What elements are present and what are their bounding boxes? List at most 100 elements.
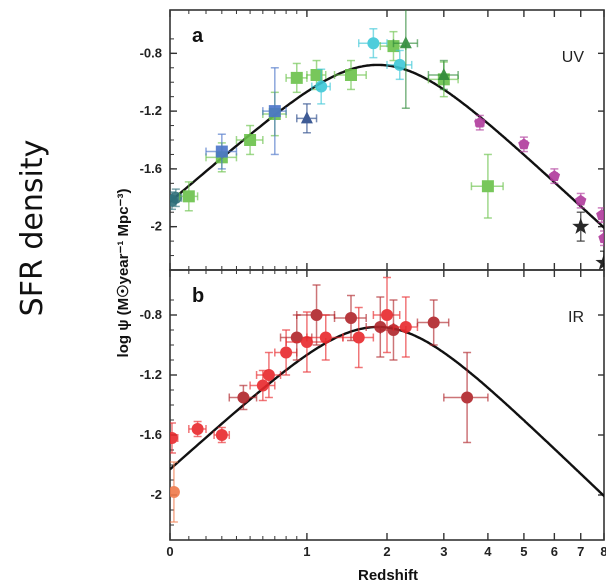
side-label-text: SFR density xyxy=(15,140,50,317)
circle-marker xyxy=(344,312,357,324)
data-point xyxy=(255,351,282,399)
data-point xyxy=(598,230,604,247)
plot-frame xyxy=(169,9,605,271)
circle-marker xyxy=(381,309,393,321)
data-point xyxy=(596,207,604,224)
data-point xyxy=(311,68,331,105)
x-tick-label: 7 xyxy=(577,544,584,559)
star-marker xyxy=(595,253,604,270)
pentagon-marker xyxy=(596,209,604,220)
data-point xyxy=(279,314,313,361)
circle-marker xyxy=(352,331,365,344)
circle-marker xyxy=(461,391,474,404)
data-point xyxy=(372,276,401,354)
circle-marker xyxy=(427,316,440,329)
circle-marker xyxy=(191,423,204,435)
plot-area xyxy=(170,10,604,270)
circle-marker xyxy=(367,37,380,50)
square-marker xyxy=(290,71,303,84)
y-tick-label: -1.6 xyxy=(140,161,162,176)
pentagon-marker xyxy=(474,116,486,128)
panel-letter: a xyxy=(192,25,204,47)
data-point xyxy=(575,192,587,209)
triangle-marker xyxy=(437,68,450,80)
data-point xyxy=(285,311,327,373)
panel-a: -0.8 -1.2 -1.6 -2 a UV xyxy=(140,9,605,271)
circle-marker xyxy=(237,391,250,404)
circle-marker xyxy=(393,58,406,71)
x-tick-label: 8 xyxy=(600,544,606,559)
data-point xyxy=(548,168,561,185)
fit-curve xyxy=(170,63,604,230)
data-point xyxy=(416,299,450,346)
square-marker xyxy=(310,69,323,81)
plot-area xyxy=(170,276,604,523)
data-point xyxy=(357,28,388,59)
circle-marker xyxy=(215,429,228,441)
triangle-marker xyxy=(399,36,412,49)
circle-marker xyxy=(290,331,303,344)
square-marker xyxy=(344,69,357,81)
circle-marker xyxy=(170,191,182,204)
x-tick-label: 5 xyxy=(520,544,527,559)
data-point xyxy=(474,114,486,131)
circle-marker xyxy=(319,331,332,344)
x-axis: 0 1 2 3 4 5 6 7 8 xyxy=(166,544,606,559)
data-point xyxy=(205,133,238,170)
data-point xyxy=(342,306,375,369)
star-marker xyxy=(572,217,590,234)
square-marker xyxy=(481,180,494,193)
x-tick-label: 6 xyxy=(551,544,558,559)
x-tick-label: 1 xyxy=(303,544,310,559)
square-marker xyxy=(182,190,195,203)
y-axis-title: log ψ (M☉year⁻¹ Mpc⁻³) xyxy=(115,189,132,358)
data-point xyxy=(170,422,179,454)
data-point xyxy=(285,62,308,94)
pentagon-marker xyxy=(548,170,561,181)
data-point xyxy=(262,67,287,156)
circle-marker xyxy=(170,432,178,444)
data-point xyxy=(235,124,264,156)
data-point xyxy=(213,426,231,444)
panel-letter: b xyxy=(192,285,204,307)
pentagon-marker xyxy=(575,194,587,206)
y-tick-label: -0.8 xyxy=(140,307,162,322)
data-point xyxy=(386,49,413,81)
y-tick-label: -1.6 xyxy=(140,427,162,442)
circle-marker xyxy=(256,379,269,392)
triangle-marker xyxy=(300,111,313,124)
band-label: IR xyxy=(568,309,584,326)
circle-marker xyxy=(310,309,323,321)
pentagon-marker xyxy=(518,138,530,150)
panel-b: -0.8 -1.2 -1.6 -2 b IR xyxy=(140,269,605,541)
data-point xyxy=(392,10,419,109)
data-point xyxy=(188,420,207,438)
data-point xyxy=(427,59,459,91)
y-tick-label: -2 xyxy=(150,487,162,502)
band-label: UV xyxy=(562,49,585,66)
y-tick-label: -0.8 xyxy=(140,45,162,60)
y-tick-label: -1.2 xyxy=(140,103,162,118)
circle-marker xyxy=(399,321,412,333)
circle-marker xyxy=(315,80,328,93)
x-tick-label: 2 xyxy=(383,544,390,559)
circle-marker xyxy=(300,336,313,348)
data-point xyxy=(306,314,344,361)
circle-marker xyxy=(280,346,293,359)
y-tick-label: -2 xyxy=(150,219,162,234)
circle-marker xyxy=(170,486,180,498)
data-point xyxy=(178,181,199,212)
pentagon-marker xyxy=(598,232,604,244)
data-point xyxy=(518,136,530,153)
data-point xyxy=(572,211,590,242)
x-tick-label: 3 xyxy=(440,544,447,559)
data-point xyxy=(296,103,318,134)
data-point xyxy=(170,188,183,208)
data-point xyxy=(333,294,367,342)
data-point xyxy=(470,153,504,219)
data-point xyxy=(228,384,258,411)
data-point xyxy=(170,461,180,523)
y-tick-label: -1.2 xyxy=(140,367,162,382)
square-marker xyxy=(244,134,257,146)
x-tick-label: 0 xyxy=(166,544,173,559)
